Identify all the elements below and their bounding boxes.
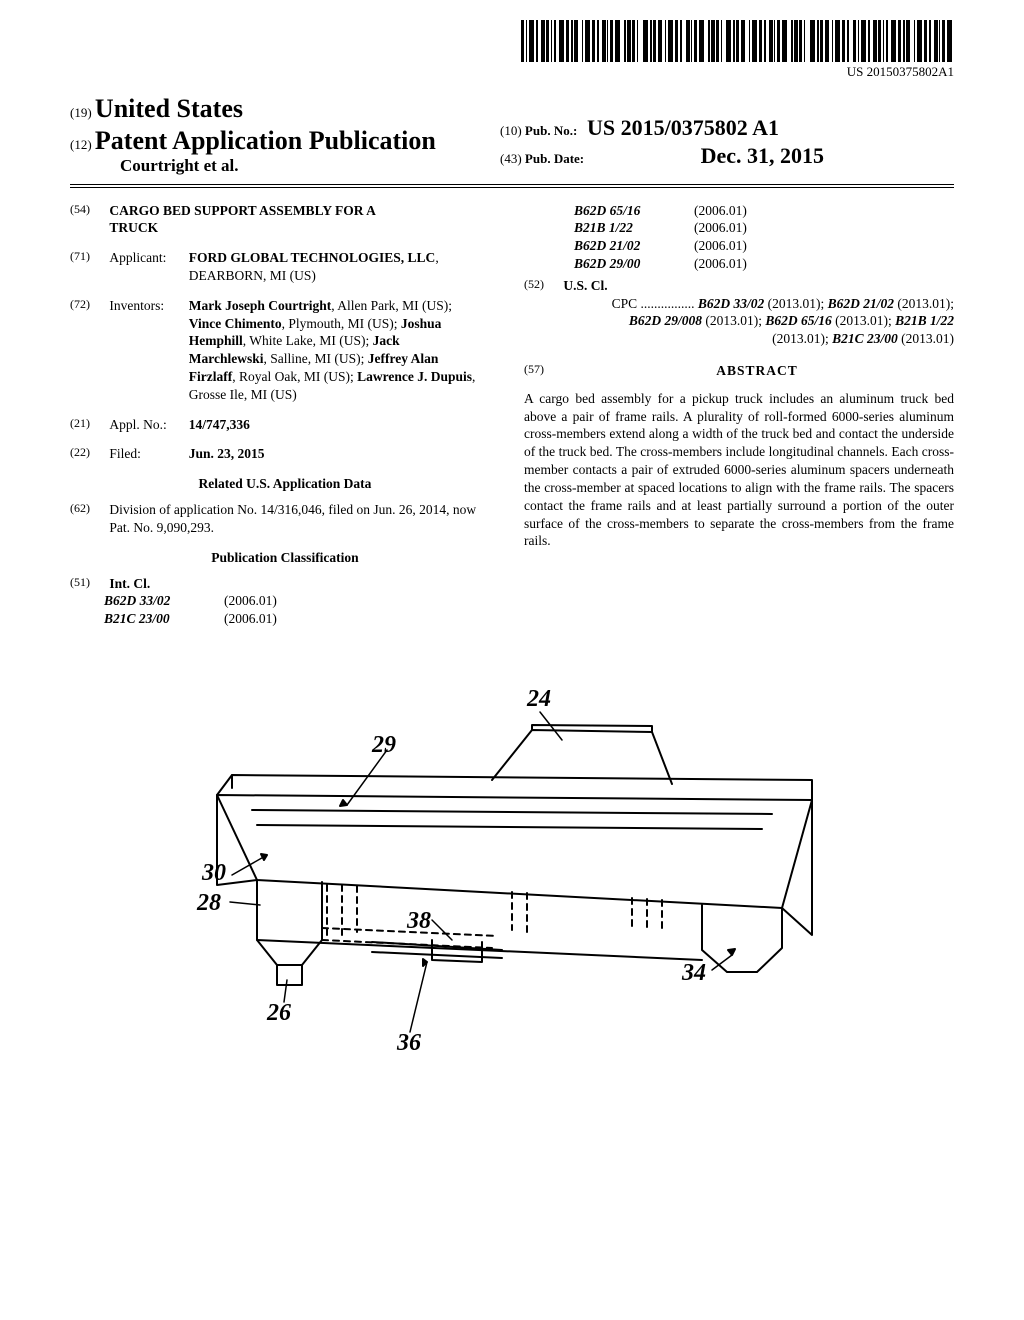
- filed-label: Filed:: [109, 445, 185, 463]
- related-section: (62) Division of application No. 14/316,…: [70, 501, 500, 537]
- field-52: (52): [524, 277, 560, 293]
- inventor-name: Vince Chimento: [189, 316, 282, 331]
- appl-no-bold: 14/747,336: [189, 417, 250, 432]
- pub-date-line: (43) Pub. Date: Dec. 31, 2015: [500, 143, 824, 169]
- field-22: (22): [70, 445, 106, 461]
- applicant-section: (71) Applicant: FORD GLOBAL TECHNOLOGIES…: [70, 249, 500, 285]
- field-10: (10): [500, 123, 522, 138]
- invention-title: CARGO BED SUPPORT ASSEMBLY FOR A TRUCK: [109, 202, 399, 238]
- two-column-body: (54) CARGO BED SUPPORT ASSEMBLY FOR A TR…: [70, 202, 954, 640]
- int-cl-bold: Int. Cl.: [109, 576, 150, 591]
- barcode-block: US 20150375802A1: [521, 20, 955, 80]
- figure-ref-28: 28: [197, 890, 221, 917]
- related-heading: Related U.S. Application Data: [70, 475, 500, 493]
- barcode-graphic: [521, 20, 955, 62]
- inventor-name: Mark Joseph Courtright: [189, 298, 332, 313]
- inventor-loc: , White Lake, MI (US);: [243, 333, 373, 348]
- us-cl-section: (52) U.S. Cl. CPC ................ B62D …: [524, 277, 954, 348]
- int-cl-right-table: B62D 65/16(2006.01)B21B 1/22(2006.01)B62…: [574, 202, 954, 273]
- classification-version: (2006.01): [224, 592, 334, 610]
- pub-date: Dec. 31, 2015: [701, 143, 824, 168]
- field-57: (57): [524, 362, 560, 378]
- appl-no-val: 14/747,336: [189, 416, 479, 434]
- inventor-loc: , Royal Oak, MI (US);: [232, 369, 357, 384]
- classification-version: (2006.01): [694, 202, 804, 220]
- inventor-name: Lawrence J. Dupuis: [357, 369, 472, 384]
- rule-thick: [70, 184, 954, 185]
- cpc-block: CPC ................ B62D 33/02 (2013.01…: [584, 295, 954, 348]
- abstract-body: A cargo bed assembly for a pickup truck …: [524, 390, 954, 550]
- us-cl-bold: U.S. Cl.: [563, 278, 607, 293]
- rule-thin: [70, 187, 954, 188]
- publication-block: (10) Pub. No.: US 2015/0375802 A1 (43) P…: [500, 115, 824, 169]
- applicant-name: FORD GLOBAL TECHNOLOGIES, LLC: [189, 250, 436, 265]
- classification-code: B21C 23/00: [104, 610, 224, 628]
- classification-code: B62D 33/02: [104, 592, 224, 610]
- classification-code: B62D 65/16: [574, 202, 694, 220]
- field-19: (19): [70, 105, 92, 120]
- field-12: (12): [70, 137, 92, 152]
- figure: 24 26 28 29 30 34 36 38: [172, 680, 852, 1080]
- classification-code: B62D 29/00: [574, 255, 694, 273]
- appl-no-section: (21) Appl. No.: 14/747,336: [70, 416, 500, 434]
- pub-no-line: (10) Pub. No.: US 2015/0375802 A1: [500, 115, 824, 141]
- abstract-heading: ABSTRACT: [524, 362, 954, 380]
- country: United States: [95, 94, 243, 123]
- classification-code: B21B 1/22: [574, 219, 694, 237]
- inventor-loc: , Allen Park, MI (US);: [331, 298, 452, 313]
- inventor-loc: , Plymouth, MI (US);: [282, 316, 401, 331]
- classification-row: B21B 1/22(2006.01): [574, 219, 954, 237]
- filed-val: Jun. 23, 2015: [189, 445, 479, 463]
- int-cl-left-table: B62D 33/02(2006.01)B21C 23/00(2006.01): [104, 592, 500, 628]
- related-text: Division of application No. 14/316,046, …: [109, 501, 479, 537]
- title-section: (54) CARGO BED SUPPORT ASSEMBLY FOR A TR…: [70, 202, 500, 238]
- int-cl-label: Int. Cl.: [109, 576, 150, 591]
- inventors-section: (72) Inventors: Mark Joseph Courtright, …: [70, 297, 500, 404]
- field-72: (72): [70, 297, 106, 313]
- pub-no-label: Pub. No.:: [525, 123, 577, 138]
- classification-row: B21C 23/00(2006.01): [104, 610, 500, 628]
- classification-version: (2006.01): [224, 610, 334, 628]
- field-43: (43): [500, 151, 522, 166]
- filed-bold: Jun. 23, 2015: [189, 446, 265, 461]
- classification-row: B62D 21/02(2006.01): [574, 237, 954, 255]
- field-51: (51): [70, 575, 106, 591]
- us-cl-label: U.S. Cl.: [563, 278, 607, 293]
- right-column: B62D 65/16(2006.01)B21B 1/22(2006.01)B62…: [524, 202, 954, 640]
- inventor-loc: , Salline, MI (US);: [264, 351, 368, 366]
- field-71: (71): [70, 249, 106, 265]
- classification-version: (2006.01): [694, 237, 804, 255]
- figure-ref-24: 24: [527, 686, 551, 713]
- barcode-number: US 20150375802A1: [521, 64, 955, 80]
- figure-ref-38: 38: [407, 908, 431, 935]
- classification-row: B62D 65/16(2006.01): [574, 202, 954, 220]
- applicant-content: FORD GLOBAL TECHNOLOGIES, LLC, DEARBORN,…: [189, 249, 479, 285]
- pub-class-heading: Publication Classification: [70, 549, 500, 567]
- inventors-label: Inventors:: [109, 297, 185, 315]
- field-54: (54): [70, 202, 106, 218]
- classification-row: B62D 33/02(2006.01): [104, 592, 500, 610]
- figure-ref-30: 30: [202, 860, 226, 887]
- classification-version: (2006.01): [694, 255, 804, 273]
- figure-ref-34: 34: [682, 960, 706, 987]
- figure-ref-29: 29: [372, 732, 396, 759]
- figure-ref-36: 36: [397, 1030, 421, 1057]
- applicant-label: Applicant:: [109, 249, 185, 267]
- classification-code: B62D 21/02: [574, 237, 694, 255]
- classification-version: (2006.01): [694, 219, 804, 237]
- int-cl-section: (51) Int. Cl. B62D 33/02(2006.01)B21C 23…: [70, 575, 500, 628]
- left-column: (54) CARGO BED SUPPORT ASSEMBLY FOR A TR…: [70, 202, 500, 640]
- filed-section: (22) Filed: Jun. 23, 2015: [70, 445, 500, 463]
- classification-row: B62D 29/00(2006.01): [574, 255, 954, 273]
- inventors-list: Mark Joseph Courtright, Allen Park, MI (…: [189, 297, 479, 404]
- pub-date-label: Pub. Date:: [525, 151, 584, 166]
- abstract-section: (57) ABSTRACT A cargo bed assembly for a…: [524, 362, 954, 550]
- doc-type: Patent Application Publication: [95, 126, 436, 155]
- pub-no: US 2015/0375802 A1: [587, 115, 779, 140]
- appl-no-label: Appl. No.:: [109, 416, 185, 434]
- field-62: (62): [70, 501, 106, 517]
- figure-ref-26: 26: [267, 1000, 291, 1027]
- field-21: (21): [70, 416, 106, 432]
